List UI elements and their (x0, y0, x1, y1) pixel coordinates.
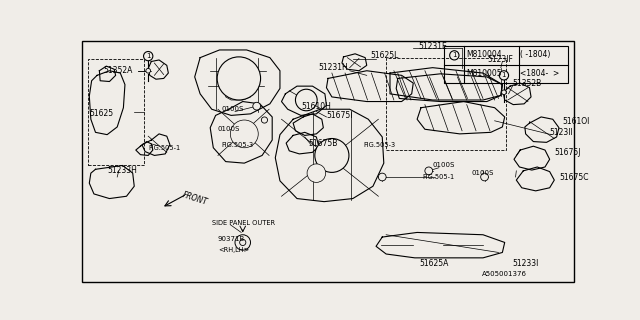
Circle shape (378, 173, 386, 181)
Circle shape (217, 57, 260, 100)
Bar (444, 46, 568, 83)
Text: <RH,LH>: <RH,LH> (218, 247, 249, 253)
Text: 1: 1 (452, 52, 456, 58)
Circle shape (315, 139, 349, 172)
Circle shape (239, 125, 246, 133)
Circle shape (450, 51, 459, 60)
Text: 51675J: 51675J (554, 148, 581, 157)
Bar (386, 58, 506, 150)
Text: 51352B: 51352B (513, 78, 541, 88)
Text: 0100S: 0100S (433, 163, 455, 168)
Text: <1804-  >: <1804- > (520, 68, 559, 77)
Circle shape (425, 167, 433, 175)
Circle shape (481, 173, 488, 181)
Circle shape (230, 120, 259, 148)
Text: 90371B: 90371B (218, 236, 245, 242)
Text: 1: 1 (146, 53, 150, 59)
Circle shape (146, 68, 150, 73)
Text: ( -1804): ( -1804) (520, 50, 550, 59)
Circle shape (239, 239, 246, 245)
Text: M810005: M810005 (466, 68, 502, 77)
Text: FRONT: FRONT (180, 190, 208, 207)
Circle shape (499, 71, 509, 80)
Text: 51231E: 51231E (419, 42, 447, 51)
Text: FIG.505-3: FIG.505-3 (221, 142, 253, 148)
Text: 5161OI: 5161OI (562, 117, 589, 126)
Text: 51675B: 51675B (308, 139, 338, 148)
Text: 51675C: 51675C (559, 172, 588, 181)
Circle shape (249, 131, 255, 137)
Text: M810004: M810004 (466, 50, 502, 59)
Circle shape (261, 117, 268, 123)
Text: SIDE PANEL OUTER: SIDE PANEL OUTER (212, 220, 275, 226)
Text: FIG.505-1: FIG.505-1 (422, 174, 454, 180)
Text: 5123II: 5123II (549, 128, 573, 137)
Text: 0100S: 0100S (218, 126, 241, 132)
Text: 5123IF: 5123IF (487, 55, 513, 64)
Text: FIG.505-1: FIG.505-1 (148, 145, 180, 151)
Circle shape (502, 90, 506, 95)
Text: 51610H: 51610H (301, 102, 331, 111)
Circle shape (307, 164, 326, 182)
Text: 0100S: 0100S (472, 170, 493, 176)
Text: A505001376: A505001376 (481, 271, 527, 277)
Circle shape (296, 89, 317, 111)
Circle shape (235, 235, 250, 250)
Text: 51231H: 51231H (319, 63, 348, 72)
Text: 51625: 51625 (90, 109, 113, 118)
Text: FIG.505-3: FIG.505-3 (363, 142, 395, 148)
Bar (88, 59, 143, 165)
Text: 51625L: 51625L (371, 51, 399, 60)
Text: 51675I: 51675I (326, 111, 353, 120)
Text: 51352A: 51352A (103, 66, 132, 75)
Circle shape (253, 102, 260, 110)
Text: 1: 1 (502, 72, 506, 78)
Text: 51233I: 51233I (513, 259, 539, 268)
Circle shape (143, 52, 153, 61)
Text: 51625A: 51625A (419, 259, 449, 268)
Text: 0100S: 0100S (221, 106, 243, 112)
Text: 51233H: 51233H (107, 166, 137, 175)
